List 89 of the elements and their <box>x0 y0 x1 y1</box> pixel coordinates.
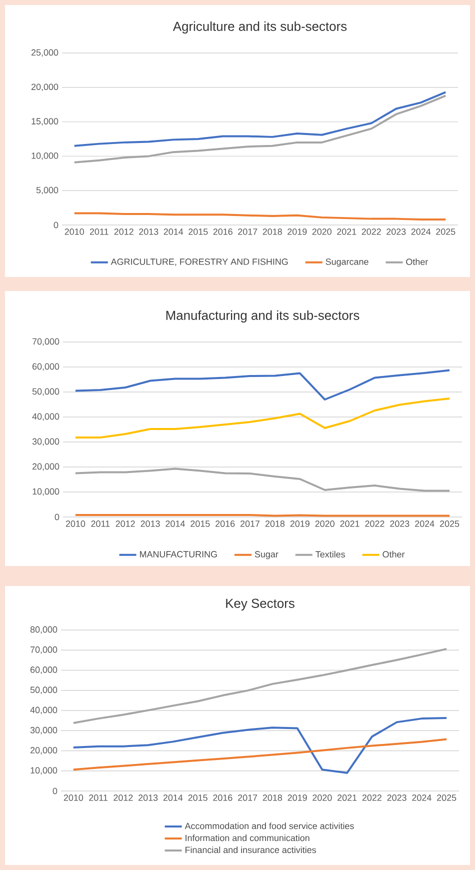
x-tick-label: 2024 <box>415 520 434 527</box>
y-tick-label: 70,000 <box>32 338 60 346</box>
x-tick-label: 2012 <box>114 228 134 235</box>
x-tick-label: 2019 <box>290 520 310 527</box>
x-tick-label: 2025 <box>437 794 456 801</box>
x-tick-label: 2022 <box>362 228 381 235</box>
x-tick-label: 2023 <box>386 228 406 235</box>
y-tick-label: 30,000 <box>30 726 58 734</box>
x-tick-label: 2014 <box>163 794 183 801</box>
x-tick-label: 2016 <box>213 794 232 801</box>
x-tick-label: 2011 <box>91 520 110 527</box>
legend-label: Accommodation and food service activities <box>184 822 354 830</box>
x-tick-label: 2021 <box>337 228 356 235</box>
x-tick-label: 2022 <box>362 794 382 801</box>
chart-title: Agriculture and its sub-sectors <box>172 21 347 34</box>
x-tick-label: 2013 <box>140 520 160 527</box>
y-tick-label: 10,000 <box>32 152 58 160</box>
x-tick-label: 2014 <box>164 228 184 235</box>
y-tick-label: 0 <box>52 788 58 794</box>
y-tick-label: 50,000 <box>32 388 60 396</box>
x-tick-label: 2011 <box>90 228 108 235</box>
y-tick-label: 70,000 <box>30 646 58 654</box>
x-tick-label: 2024 <box>412 794 432 801</box>
y-tick-label: 60,000 <box>32 363 60 371</box>
y-tick-label: 25,000 <box>32 49 58 57</box>
legend-label: Textiles <box>316 550 345 558</box>
legend-label: Financial and insurance activities <box>186 846 316 854</box>
x-tick-label: 2018 <box>262 794 282 801</box>
y-tick-label: 40,000 <box>30 706 58 714</box>
x-tick-label: 2025 <box>436 228 456 235</box>
legend-label: Sugar <box>254 551 278 560</box>
line-series <box>72 648 448 724</box>
y-tick-label: 20,000 <box>32 84 58 92</box>
y-tick-label: 80,000 <box>30 626 58 634</box>
chart-title: Manufacturing and its sub-sectors <box>166 310 360 323</box>
x-tick-label: 2014 <box>166 520 185 527</box>
x-tick-label: 2010 <box>64 228 84 235</box>
x-tick-label: 2018 <box>265 520 285 527</box>
y-tick-label: 50,000 <box>30 686 58 694</box>
y-tick-label: 60,000 <box>30 666 58 674</box>
x-tick-label: 2023 <box>390 520 410 527</box>
legend-label: AGRICULTURE, FORESTRY AND FISHING <box>110 258 288 266</box>
x-tick-label: 2011 <box>89 794 108 801</box>
x-tick-label: 2015 <box>188 228 208 235</box>
legend-label: MANUFACTURING <box>140 551 217 558</box>
x-tick-label: 2017 <box>238 794 258 801</box>
legend-label: Information and communication <box>186 834 310 842</box>
y-tick-label: 10,000 <box>30 767 58 775</box>
x-tick-label: 2010 <box>66 520 86 527</box>
y-tick-label: 0 <box>54 222 58 228</box>
x-tick-label: 2012 <box>114 794 133 801</box>
x-tick-label: 2016 <box>213 228 232 235</box>
x-tick-label: 2019 <box>288 794 307 801</box>
x-tick-label: 2017 <box>238 228 258 235</box>
x-tick-label: 2022 <box>365 520 384 527</box>
y-tick-label: 5,000 <box>36 186 58 194</box>
line-series <box>72 716 448 774</box>
y-tick-label: 10,000 <box>32 488 60 496</box>
legend-label: Other <box>382 550 405 558</box>
y-tick-label: 20,000 <box>32 463 60 471</box>
x-tick-label: 2023 <box>387 794 406 801</box>
x-tick-label: 2021 <box>338 794 357 801</box>
x-tick-label: 2024 <box>411 228 431 235</box>
y-tick-label: 30,000 <box>32 438 60 446</box>
y-tick-label: 15,000 <box>32 118 58 126</box>
legend-label: Sugarcane <box>326 258 368 267</box>
line-series <box>74 468 451 492</box>
line-series <box>73 91 447 147</box>
x-tick-label: 2012 <box>116 520 135 527</box>
x-tick-label: 2013 <box>138 794 158 801</box>
x-tick-label: 2015 <box>190 520 210 527</box>
y-tick-label: 0 <box>54 514 60 520</box>
x-tick-label: 2025 <box>440 520 460 527</box>
y-tick-label: 20,000 <box>30 747 58 754</box>
x-tick-label: 2016 <box>216 520 235 527</box>
x-tick-label: 2020 <box>312 228 332 235</box>
x-tick-label: 2013 <box>139 228 158 235</box>
x-tick-label: 2021 <box>340 520 360 527</box>
x-tick-label: 2010 <box>64 794 84 801</box>
legend-label: Other <box>406 258 428 266</box>
chart-title: Key Sectors <box>226 598 294 611</box>
line-series <box>74 369 451 401</box>
x-tick-label: 2020 <box>315 520 334 527</box>
x-tick-label: 2017 <box>240 520 260 527</box>
x-tick-label: 2018 <box>262 228 282 235</box>
x-tick-label: 2015 <box>188 794 208 801</box>
x-tick-label: 2019 <box>288 228 307 235</box>
y-tick-label: 40,000 <box>32 413 60 421</box>
x-tick-label: 2020 <box>312 794 332 801</box>
